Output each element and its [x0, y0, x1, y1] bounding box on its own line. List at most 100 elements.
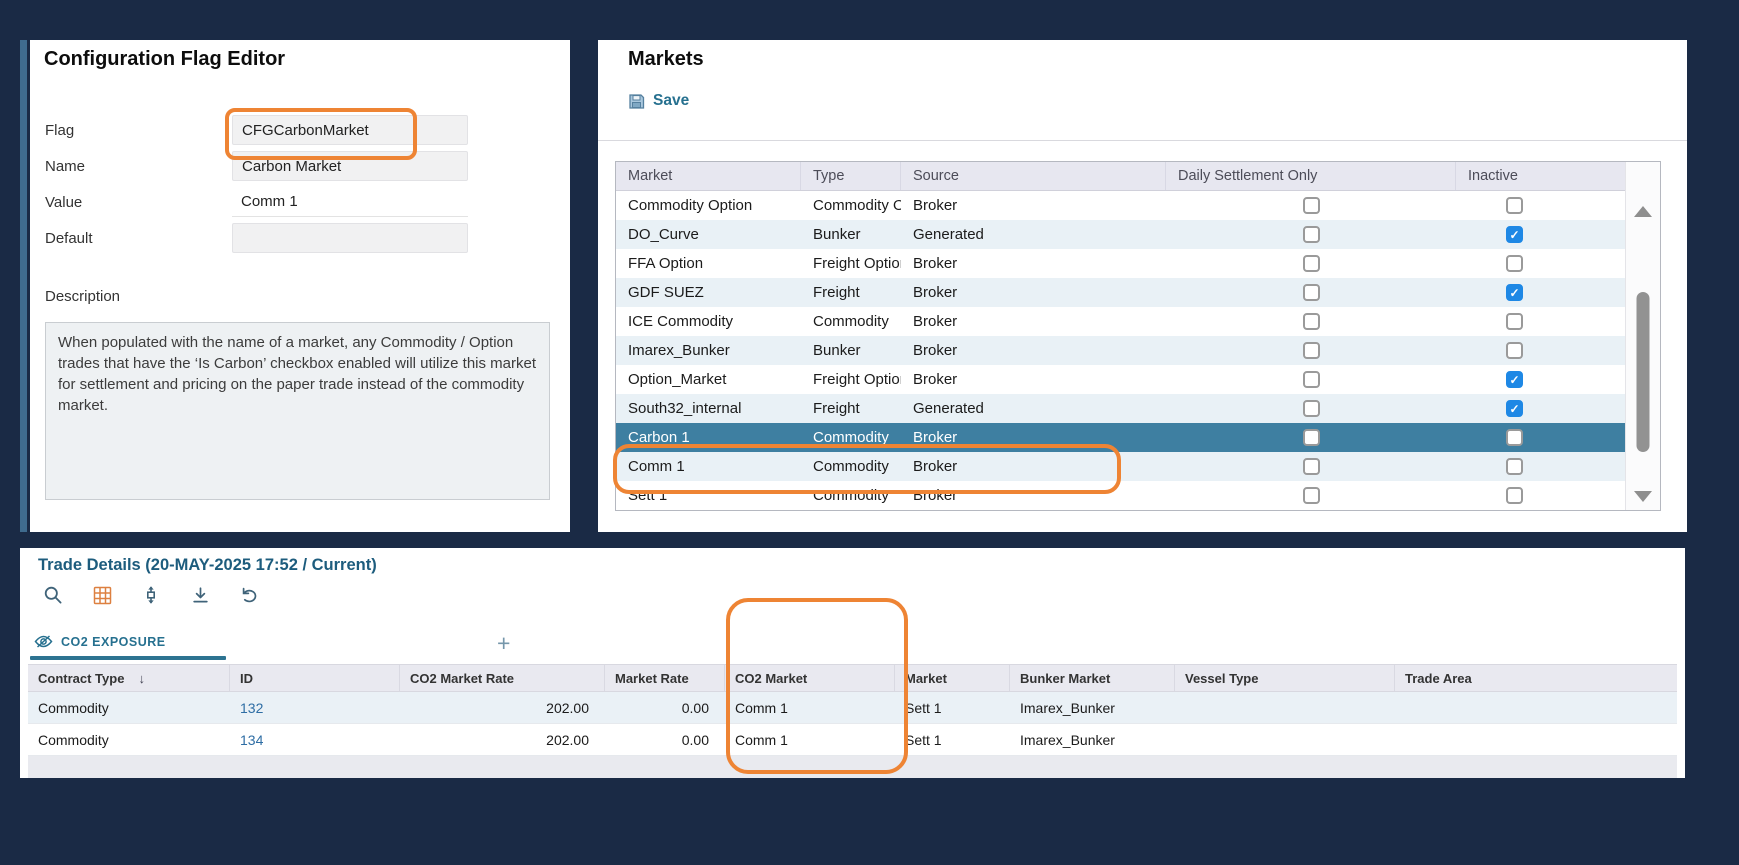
trade-id-link[interactable]: 132: [240, 699, 264, 716]
column-header-id[interactable]: ID: [230, 665, 400, 691]
daily-settlement-checkbox[interactable]: [1302, 429, 1320, 446]
vertical-scrollbar[interactable]: [1625, 162, 1660, 510]
inactive-checkbox[interactable]: [1506, 342, 1523, 359]
scroll-down-arrow-icon[interactable]: [1634, 491, 1652, 502]
daily-settlement-checkbox[interactable]: [1302, 458, 1320, 475]
source-cell: Broker: [913, 197, 958, 214]
page-title: Trade Details (20-MAY-2025 17:52 / Curre…: [38, 556, 377, 574]
tab-bar: CO2 EXPOSURE: [34, 634, 166, 649]
source-cell: Broker: [913, 342, 958, 359]
market-row-option-market[interactable]: Option_Market Freight Option Broker: [616, 365, 1625, 394]
bunker-market-cell: Imarex_Bunker: [1020, 731, 1115, 748]
inactive-checkbox[interactable]: [1506, 197, 1523, 214]
column-header-market[interactable]: Market: [895, 665, 1010, 691]
bunker-market-cell: Imarex_Bunker: [1020, 699, 1115, 716]
inactive-checkbox[interactable]: [1506, 255, 1523, 272]
value-field-row: Value Comm 1: [45, 187, 468, 217]
column-header-vessel-type[interactable]: Vessel Type: [1175, 665, 1395, 691]
column-header-type[interactable]: Type: [801, 162, 901, 190]
search-icon[interactable]: [42, 584, 64, 606]
market-row-imarex-bunker[interactable]: Imarex_Bunker Bunker Broker: [616, 336, 1625, 365]
daily-settlement-checkbox[interactable]: [1302, 255, 1320, 272]
page-title: Configuration Flag Editor: [44, 48, 286, 70]
sort-descending-icon[interactable]: ↓: [138, 670, 145, 686]
scroll-up-arrow-icon[interactable]: [1634, 206, 1652, 217]
description-text: When populated with the name of a market…: [45, 322, 550, 500]
column-header-co2-market-rate[interactable]: CO2 Market Rate: [400, 665, 605, 691]
grid-icon[interactable]: [91, 584, 113, 606]
column-header-bunker-market[interactable]: Bunker Market: [1010, 665, 1175, 691]
inactive-checkbox[interactable]: [1506, 371, 1523, 388]
column-header-market-rate[interactable]: Market Rate: [605, 665, 725, 691]
description-label: Description: [45, 288, 121, 305]
co2-market-cell: Comm 1: [735, 699, 788, 716]
inactive-checkbox[interactable]: [1506, 458, 1523, 475]
market-row-commodity-option[interactable]: Commodity Option Commodity Opti Broker: [616, 191, 1625, 220]
flag-field[interactable]: CFGCarbonMarket: [232, 115, 468, 145]
trade-table: Contract Type ↓ ID CO2 Market Rate Marke…: [28, 664, 1677, 778]
default-field[interactable]: [232, 223, 468, 253]
name-field[interactable]: Carbon Market: [232, 151, 468, 181]
market-row-do-curve[interactable]: DO_Curve Bunker Generated: [616, 220, 1625, 249]
inactive-checkbox[interactable]: [1506, 487, 1523, 504]
undo-icon[interactable]: [238, 584, 260, 606]
column-header-source[interactable]: Source: [901, 162, 1166, 190]
tab-co2-exposure[interactable]: CO2 EXPOSURE: [34, 634, 166, 649]
trade-id-link[interactable]: 134: [240, 731, 264, 748]
inactive-checkbox[interactable]: [1506, 400, 1523, 417]
source-cell: Broker: [913, 313, 958, 330]
column-header-daily-settlement-only[interactable]: Daily Settlement Only: [1166, 162, 1456, 190]
source-cell: Broker: [913, 458, 958, 475]
column-header-co2-market[interactable]: CO2 Market: [725, 665, 895, 691]
market-row-sett-1[interactable]: Sett 1 Commodity Broker: [616, 481, 1625, 510]
scrollbar-thumb[interactable]: [1636, 292, 1650, 452]
daily-settlement-checkbox[interactable]: [1302, 313, 1320, 330]
market-row-ffa-option[interactable]: FFA Option Freight Option Broker: [616, 249, 1625, 278]
column-header-inactive[interactable]: Inactive: [1468, 168, 1518, 184]
default-label: Default: [45, 229, 93, 247]
save-button[interactable]: Save: [628, 92, 689, 110]
inactive-checkbox[interactable]: [1506, 313, 1523, 330]
markets-table-body: Commodity Option Commodity Opti Broker D…: [616, 191, 1625, 510]
add-tab-button[interactable]: +: [497, 630, 511, 656]
fit-height-icon[interactable]: [140, 584, 162, 606]
type-cell: Freight Option: [813, 255, 901, 272]
market-row-carbon-1-selected[interactable]: Carbon 1 Commodity Broker: [616, 423, 1625, 452]
inactive-checkbox[interactable]: [1506, 284, 1523, 301]
flag-field-row: Flag CFGCarbonMarket: [45, 115, 468, 145]
column-header-market[interactable]: Market: [616, 162, 801, 190]
trade-row-132[interactable]: Commodity 132 202.00 0.00 Comm 1 Sett 1 …: [28, 692, 1677, 724]
type-cell: Commodity: [813, 458, 889, 475]
co2-market-rate-cell: 202.00: [546, 731, 589, 748]
daily-settlement-checkbox[interactable]: [1302, 400, 1320, 417]
market-cell: Sett 1: [905, 731, 942, 748]
market-cell: Imarex_Bunker: [628, 342, 730, 359]
market-row-gdf-suez[interactable]: GDF SUEZ Freight Broker: [616, 278, 1625, 307]
market-row-comm-1[interactable]: Comm 1 Commodity Broker: [616, 452, 1625, 481]
daily-settlement-checkbox[interactable]: [1302, 226, 1320, 243]
market-row-south32-internal[interactable]: South32_internal Freight Generated: [616, 394, 1625, 423]
market-row-ice-commodity[interactable]: ICE Commodity Commodity Broker: [616, 307, 1625, 336]
value-field[interactable]: Comm 1: [232, 187, 468, 217]
daily-settlement-checkbox[interactable]: [1302, 371, 1320, 388]
source-cell: Broker: [913, 284, 958, 301]
market-cell: FFA Option: [628, 255, 704, 272]
source-cell: Broker: [913, 487, 958, 504]
column-header-trade-area[interactable]: Trade Area: [1405, 670, 1472, 686]
flag-label: Flag: [45, 121, 75, 139]
trade-row-134[interactable]: Commodity 134 202.00 0.00 Comm 1 Sett 1 …: [28, 724, 1677, 756]
value-label: Value: [45, 193, 83, 211]
save-floppy-icon: [628, 93, 645, 110]
save-button-label: Save: [653, 92, 690, 109]
inactive-checkbox[interactable]: [1506, 226, 1523, 243]
download-icon[interactable]: [189, 584, 211, 606]
column-header-contract-type[interactable]: Contract Type ↓: [28, 665, 230, 691]
markets-table: Market Type Source Daily Settlement Only…: [616, 162, 1625, 510]
configuration-flag-editor-panel: Configuration Flag Editor Flag CFGCarbon…: [30, 40, 570, 532]
daily-settlement-checkbox[interactable]: [1302, 284, 1320, 301]
co2-market-cell: Comm 1: [735, 731, 788, 748]
daily-settlement-checkbox[interactable]: [1302, 197, 1320, 214]
daily-settlement-checkbox[interactable]: [1302, 342, 1320, 359]
inactive-checkbox[interactable]: [1506, 429, 1523, 446]
daily-settlement-checkbox[interactable]: [1302, 487, 1320, 504]
